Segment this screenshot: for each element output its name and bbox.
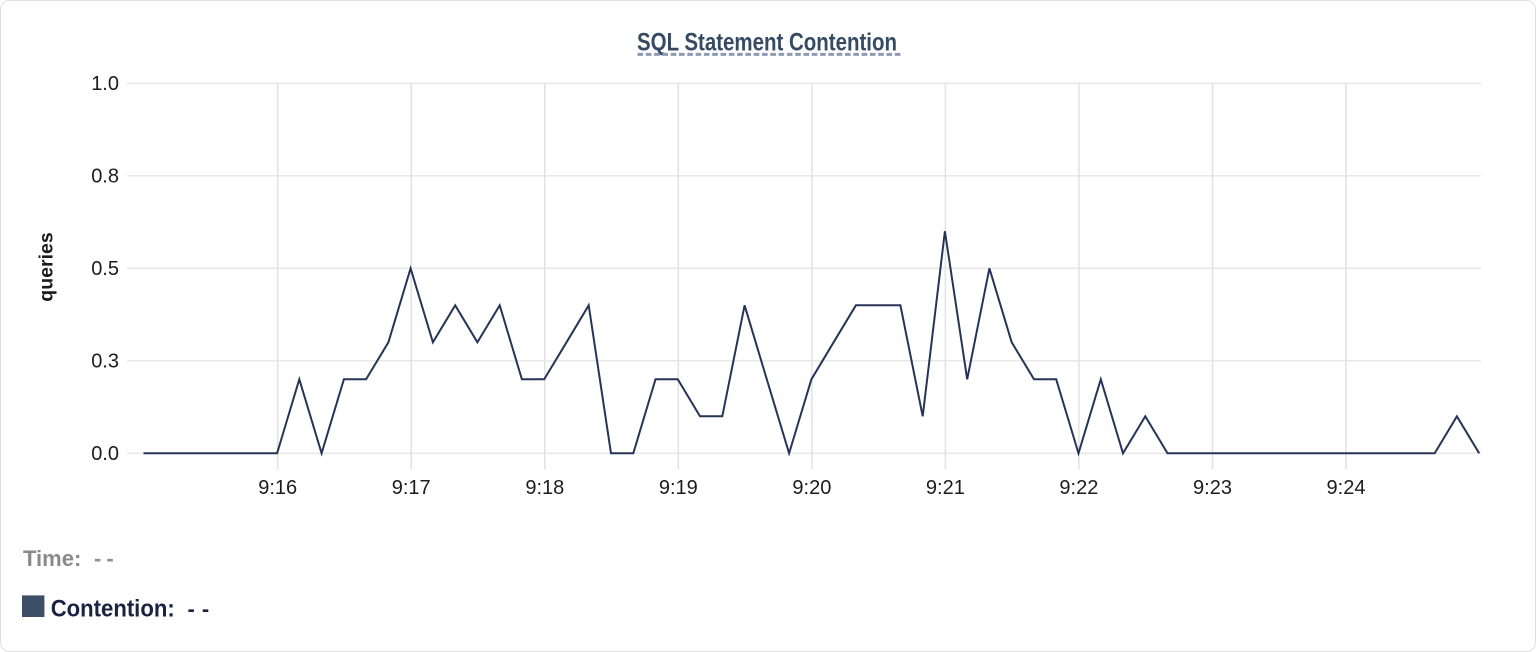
svg-text:0.3: 0.3	[91, 351, 119, 373]
svg-text:0.8: 0.8	[91, 166, 119, 188]
svg-text:Contention:: Contention:	[51, 595, 175, 622]
svg-text:9:19: 9:19	[659, 477, 698, 499]
svg-text:SQL Statement Contention: SQL Statement Contention	[637, 29, 897, 57]
svg-text:queries: queries	[36, 232, 58, 302]
svg-text:9:23: 9:23	[1193, 477, 1232, 499]
svg-text:Time:: Time:	[23, 546, 81, 571]
svg-text:1.0: 1.0	[91, 73, 119, 95]
svg-text:9:22: 9:22	[1059, 477, 1098, 499]
svg-text:9:24: 9:24	[1327, 477, 1366, 499]
svg-text:9:21: 9:21	[926, 477, 965, 499]
svg-text:--: --	[188, 596, 217, 621]
svg-text:9:20: 9:20	[792, 477, 831, 499]
svg-text:9:17: 9:17	[392, 477, 431, 499]
svg-text:9:16: 9:16	[258, 477, 297, 499]
svg-text:--: --	[94, 546, 119, 571]
svg-text:0.5: 0.5	[91, 258, 119, 280]
svg-text:9:18: 9:18	[525, 477, 564, 499]
svg-text:0.0: 0.0	[91, 443, 119, 465]
